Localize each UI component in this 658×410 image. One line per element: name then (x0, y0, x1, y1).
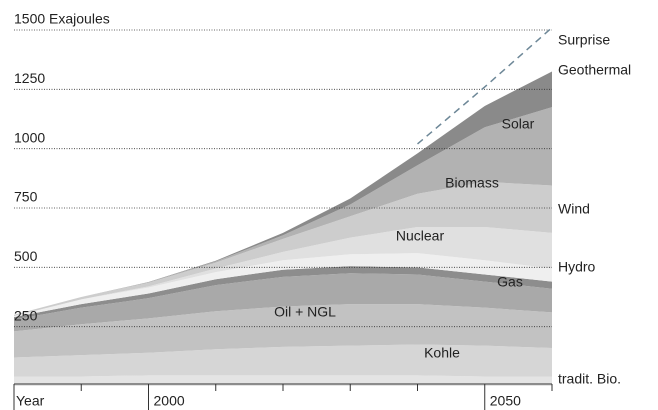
area (14, 226, 552, 316)
area (14, 181, 552, 316)
area (14, 107, 552, 315)
area (14, 304, 552, 358)
y-tick-label: 1000 (14, 129, 45, 145)
area (14, 266, 552, 320)
series-label: Kohle (424, 345, 460, 361)
surprise-line (417, 27, 553, 145)
y-tick-label: 1250 (14, 70, 45, 86)
y-tick-label: 750 (14, 189, 38, 205)
area (14, 375, 552, 386)
series-label: Wind (558, 201, 590, 217)
series-label: tradit. Bio. (558, 371, 621, 387)
x-axis-label: Year (16, 393, 45, 409)
series-label: Solar (502, 116, 535, 132)
y-tick-label: 500 (14, 248, 38, 264)
series-label: Biomass (445, 175, 499, 191)
series-label: Gas (497, 274, 523, 290)
series-label: Nuclear (396, 228, 445, 244)
series-label: Hydro (558, 259, 596, 275)
y-tick-label: 250 (14, 307, 38, 323)
area (14, 344, 552, 377)
series-label: Surprise (558, 32, 610, 48)
x-tick-label: 2050 (490, 393, 521, 409)
series-label: Oil + NGL (274, 304, 336, 320)
area (14, 253, 552, 318)
area (14, 273, 552, 332)
series-label: Geothermal (558, 62, 631, 78)
x-tick-label: 2000 (154, 393, 185, 409)
y-tick-label: 1500 Exajoules (14, 11, 110, 27)
